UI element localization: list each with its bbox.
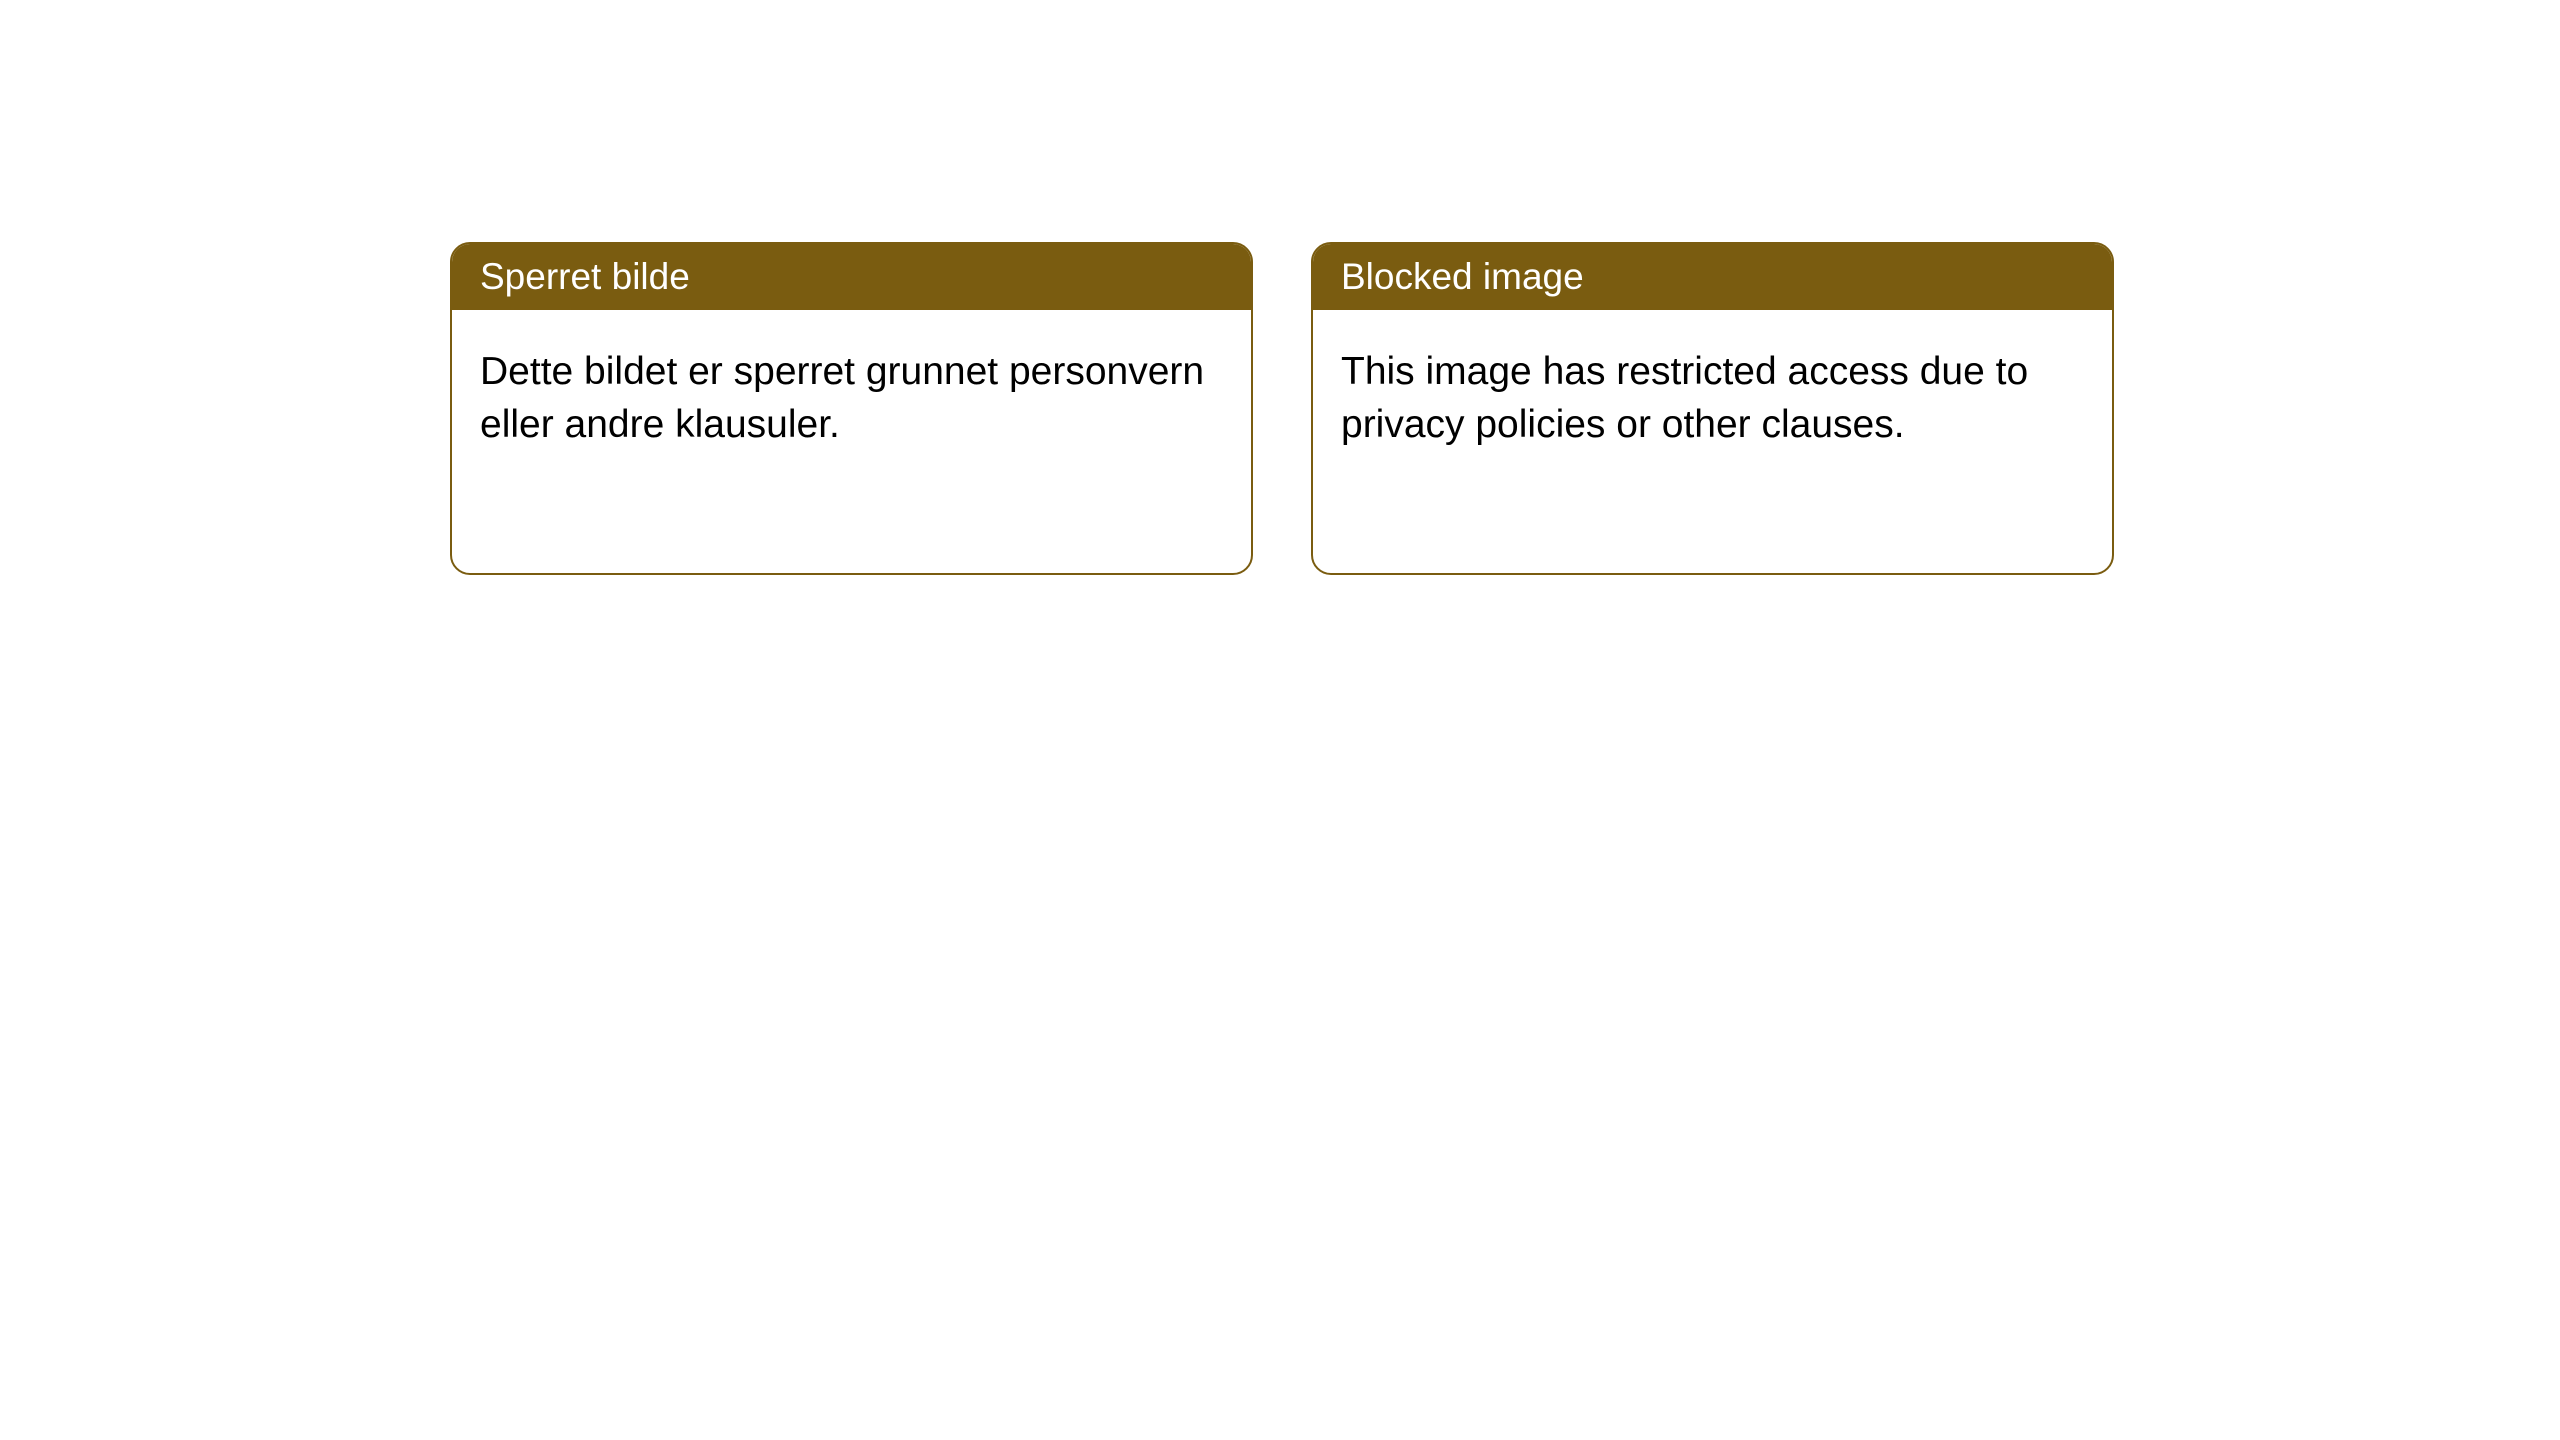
card-title: Blocked image [1313,244,2112,310]
blocked-image-card-english: Blocked image This image has restricted … [1311,242,2114,575]
notice-cards-container: Sperret bilde Dette bildet er sperret gr… [0,0,2560,575]
card-body-text: This image has restricted access due to … [1313,310,2112,487]
blocked-image-card-norwegian: Sperret bilde Dette bildet er sperret gr… [450,242,1253,575]
card-title: Sperret bilde [452,244,1251,310]
card-body-text: Dette bildet er sperret grunnet personve… [452,310,1251,487]
